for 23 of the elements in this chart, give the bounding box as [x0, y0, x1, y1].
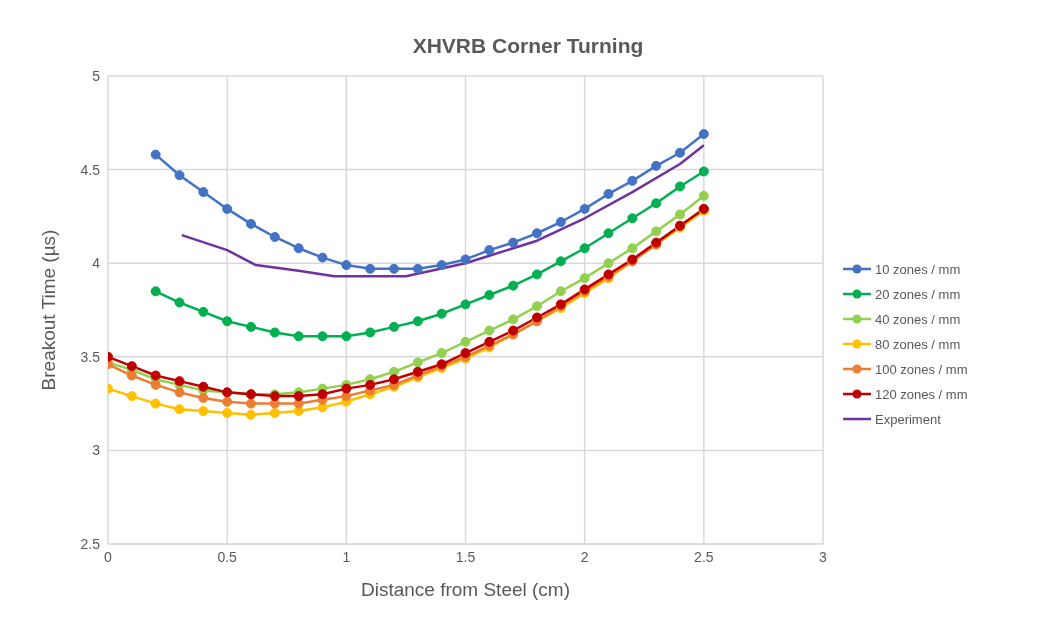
y-tick-label: 3.5 [80, 348, 101, 365]
legend-label: 10 zones / mm [875, 260, 961, 279]
x-tick-label: 2 [580, 548, 589, 565]
legend-label: 100 zones / mm [875, 360, 968, 379]
x-tick-label: 1.5 [455, 548, 476, 565]
x-tick-label: 0 [104, 548, 113, 565]
x-tick-label: 1 [342, 548, 351, 565]
legend-label: 20 zones / mm [875, 285, 961, 304]
legend-label: 120 zones / mm [875, 385, 968, 404]
y-axis-title: Breakout Time (µs) [37, 229, 59, 391]
y-tick-label: 3 [92, 442, 101, 459]
legend-label: 40 zones / mm [875, 310, 961, 329]
x-tick-label: 2.5 [694, 548, 714, 565]
legend-label: 80 zones / mm [875, 335, 961, 354]
x-axis-title: Distance from Steel (cm) [360, 579, 571, 600]
y-tick-label: 4 [92, 255, 101, 272]
y-tick-label: 2.5 [80, 535, 101, 552]
legend-label: Experiment [875, 410, 941, 429]
x-tick-label: 3 [819, 548, 828, 565]
y-tick-label: 5 [92, 67, 101, 84]
chart-title: XHVRB Corner Turning [411, 33, 645, 59]
x-tick-label: 0.5 [217, 548, 238, 565]
y-tick-label: 4.5 [80, 161, 101, 178]
